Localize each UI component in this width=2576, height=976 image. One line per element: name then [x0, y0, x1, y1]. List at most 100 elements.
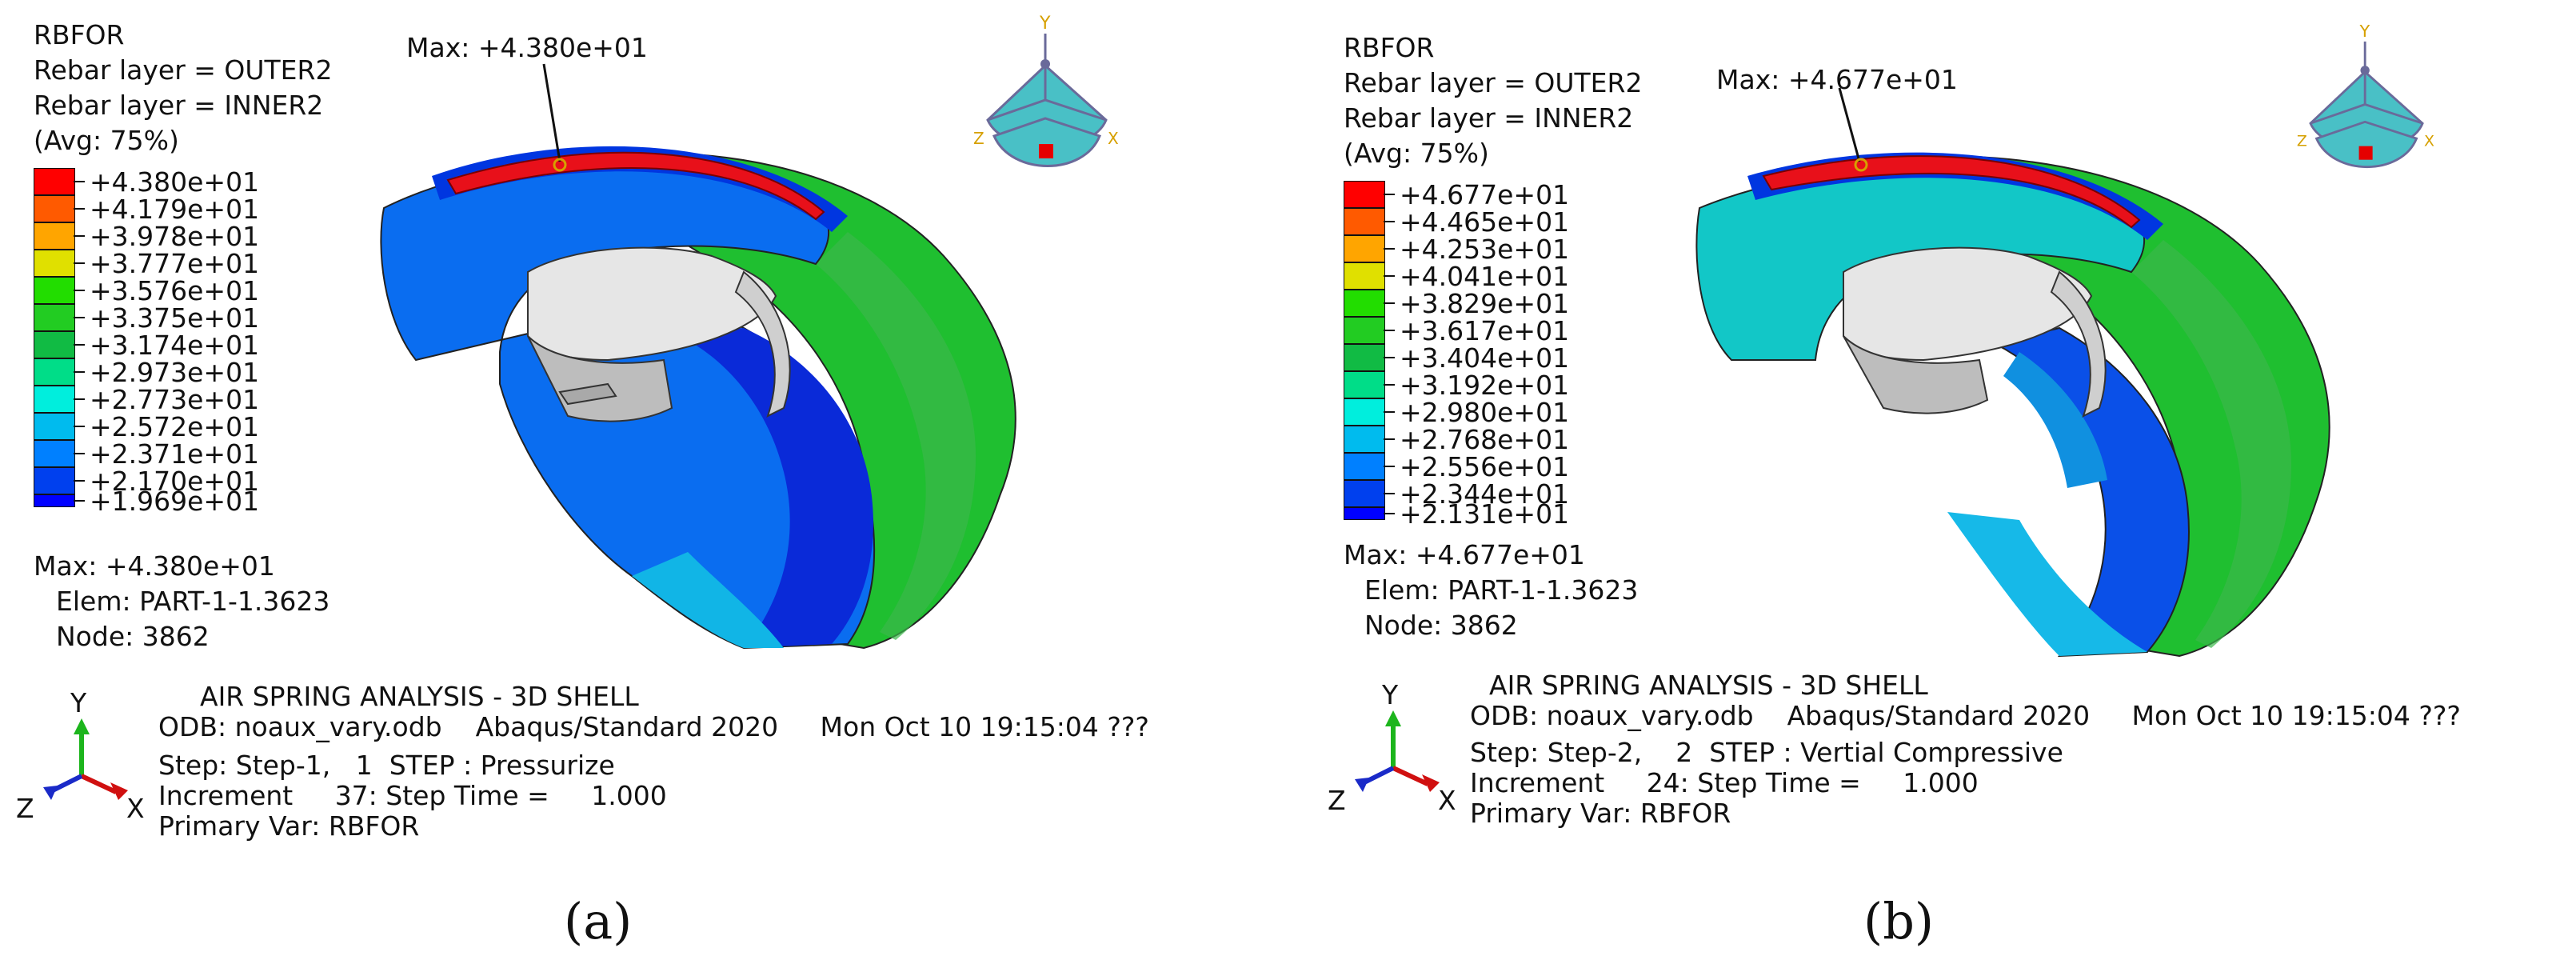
- legend-swatch: [34, 195, 75, 222]
- legend-swatch: [34, 413, 75, 440]
- view-cube-icon: Y Z X: [2297, 22, 2434, 169]
- legend-row: +4.380e+01: [34, 166, 259, 198]
- legend-row: +4.179e+01: [34, 194, 259, 225]
- legend-swatch: [1344, 235, 1385, 262]
- piston-base: [734, 270, 791, 418]
- legend-swatch: [1344, 507, 1385, 520]
- outer-shell-green: [549, 152, 1016, 650]
- legend-value: +1.969e+01: [90, 485, 260, 517]
- analysis-title: AIR SPRING ANALYSIS - 3D SHELL: [1489, 670, 1928, 701]
- legend-row: +3.617e+01: [1344, 315, 1569, 346]
- legend-swatch: [34, 250, 75, 277]
- max-summary: Max: +4.677e+01: [1344, 539, 1585, 570]
- legend-value: +2.973e+01: [90, 356, 260, 388]
- legend-row: +2.371e+01: [34, 438, 260, 470]
- view-cube-icon: Y Z X: [973, 14, 1119, 167]
- legend-value: +4.253e+01: [1400, 233, 1570, 265]
- legend-row: +2.973e+01: [34, 356, 260, 388]
- legend-value: +2.371e+01: [90, 438, 260, 470]
- max-callout: Max: +4.380e+01: [406, 32, 648, 63]
- legend-row: +3.777e+01: [34, 247, 260, 279]
- legend-swatch: [34, 358, 75, 386]
- inner-shell-lightblue: [1947, 512, 2147, 656]
- legend-value: +3.404e+01: [1400, 342, 1570, 374]
- triad-x-label: X: [1438, 785, 1456, 816]
- legend-row: +4.041e+01: [1344, 261, 1569, 292]
- legend-row: +2.170e+01: [34, 466, 259, 497]
- legend-value: +2.768e+01: [1400, 423, 1570, 455]
- legend-row: +2.556e+01: [1344, 450, 1570, 482]
- elem-label: Elem: PART-1-1.3623: [56, 586, 330, 617]
- legend-swatch: [1344, 208, 1385, 235]
- odb-info: ODB: noaux_vary.odb Abaqus/Standard 2020…: [1470, 700, 2461, 731]
- outer-shell-band: [2131, 240, 2291, 648]
- outer-shell-band: [816, 232, 976, 640]
- legend-swatch: [1344, 426, 1385, 453]
- legend-value: +2.556e+01: [1400, 450, 1570, 482]
- step-info: Step: Step-2, 2 STEP : Vertial Compressi…: [1470, 737, 2063, 768]
- cube-z-label: Z: [973, 129, 984, 148]
- legend-value: +2.980e+01: [1400, 396, 1570, 428]
- legend-row: +3.978e+01: [34, 220, 260, 252]
- max-summary: Max: +4.380e+01: [34, 550, 275, 582]
- legend-row: +4.677e+01: [1344, 178, 1570, 210]
- averaging-label: (Avg: 75%): [34, 125, 179, 156]
- legend-value: +2.344e+01: [1400, 478, 1570, 510]
- rebar-outer-label: Rebar layer = OUTER2: [34, 54, 333, 86]
- legend-swatch: [1344, 480, 1385, 507]
- max-marker: [553, 158, 567, 172]
- panel-b: RBFOR Rebar layer = OUTER2 Rebar layer =…: [1312, 0, 2576, 976]
- legend-swatch: [1344, 453, 1385, 480]
- piston-wall: [527, 335, 673, 422]
- air-spring-model: [380, 63, 1016, 650]
- step-info: Step: Step-1, 1 STEP : Pressurize: [158, 750, 615, 781]
- legend-value: +3.192e+01: [1400, 369, 1570, 401]
- legend-swatch: [34, 494, 75, 507]
- legend-row: +3.576e+01: [34, 275, 259, 306]
- legend-swatch: [34, 386, 75, 413]
- max-ring-red: [446, 151, 825, 221]
- legend-value: +3.829e+01: [1400, 287, 1570, 319]
- hub-plate: [1843, 246, 2093, 362]
- legend-swatch: [1344, 262, 1385, 290]
- legend-value: +2.773e+01: [90, 383, 260, 415]
- max-ring-red: [1762, 155, 2141, 229]
- variable-title: RBFOR: [34, 19, 125, 50]
- legend-swatch: [1344, 181, 1385, 208]
- inner-shell-cyan: [632, 552, 784, 648]
- legend-value: +4.677e+01: [1400, 178, 1570, 210]
- legend-swatch: [34, 168, 75, 195]
- triad-y-label: Y: [1381, 679, 1399, 710]
- legend-bottom-tick: +2.131e+01: [1344, 498, 1569, 530]
- cube-x-label: X: [2424, 133, 2434, 150]
- inner-shell-dark: [680, 328, 873, 648]
- legend-swatch: [1344, 344, 1385, 371]
- analysis-title: AIR SPRING ANALYSIS - 3D SHELL: [200, 681, 639, 712]
- legend-row: +3.192e+01: [1344, 369, 1570, 401]
- legend-swatch: [1344, 398, 1385, 426]
- triad-x-label: X: [126, 793, 145, 824]
- legend-value: +3.777e+01: [90, 247, 260, 279]
- primary-var-info: Primary Var: RBFOR: [158, 810, 420, 842]
- legend-value: +4.465e+01: [1400, 206, 1570, 238]
- legend-row: +3.404e+01: [1344, 342, 1570, 374]
- max-leader-line: [1838, 87, 1861, 162]
- max-marker: [1854, 158, 1868, 172]
- legend-row: +2.344e+01: [1344, 478, 1570, 510]
- legend-row: +2.572e+01: [34, 410, 260, 442]
- legend-value: +2.572e+01: [90, 410, 260, 442]
- max-callout: Max: +4.677e+01: [1716, 64, 1958, 95]
- air-spring-model: [1695, 87, 2330, 658]
- legend-value: +3.978e+01: [90, 220, 260, 252]
- legend-row: +4.465e+01: [1344, 206, 1570, 238]
- caption-a: (a): [564, 892, 633, 950]
- max-leader-line: [542, 63, 561, 162]
- legend-swatch: [1344, 317, 1385, 344]
- legend-row: +2.980e+01: [1344, 396, 1570, 428]
- variable-title: RBFOR: [1344, 32, 1435, 63]
- legend-swatch: [1344, 290, 1385, 317]
- legend-swatch: [34, 222, 75, 250]
- legend-value: +3.375e+01: [90, 302, 260, 334]
- legend-row: +2.768e+01: [1344, 423, 1570, 455]
- legend-swatch: [34, 467, 75, 494]
